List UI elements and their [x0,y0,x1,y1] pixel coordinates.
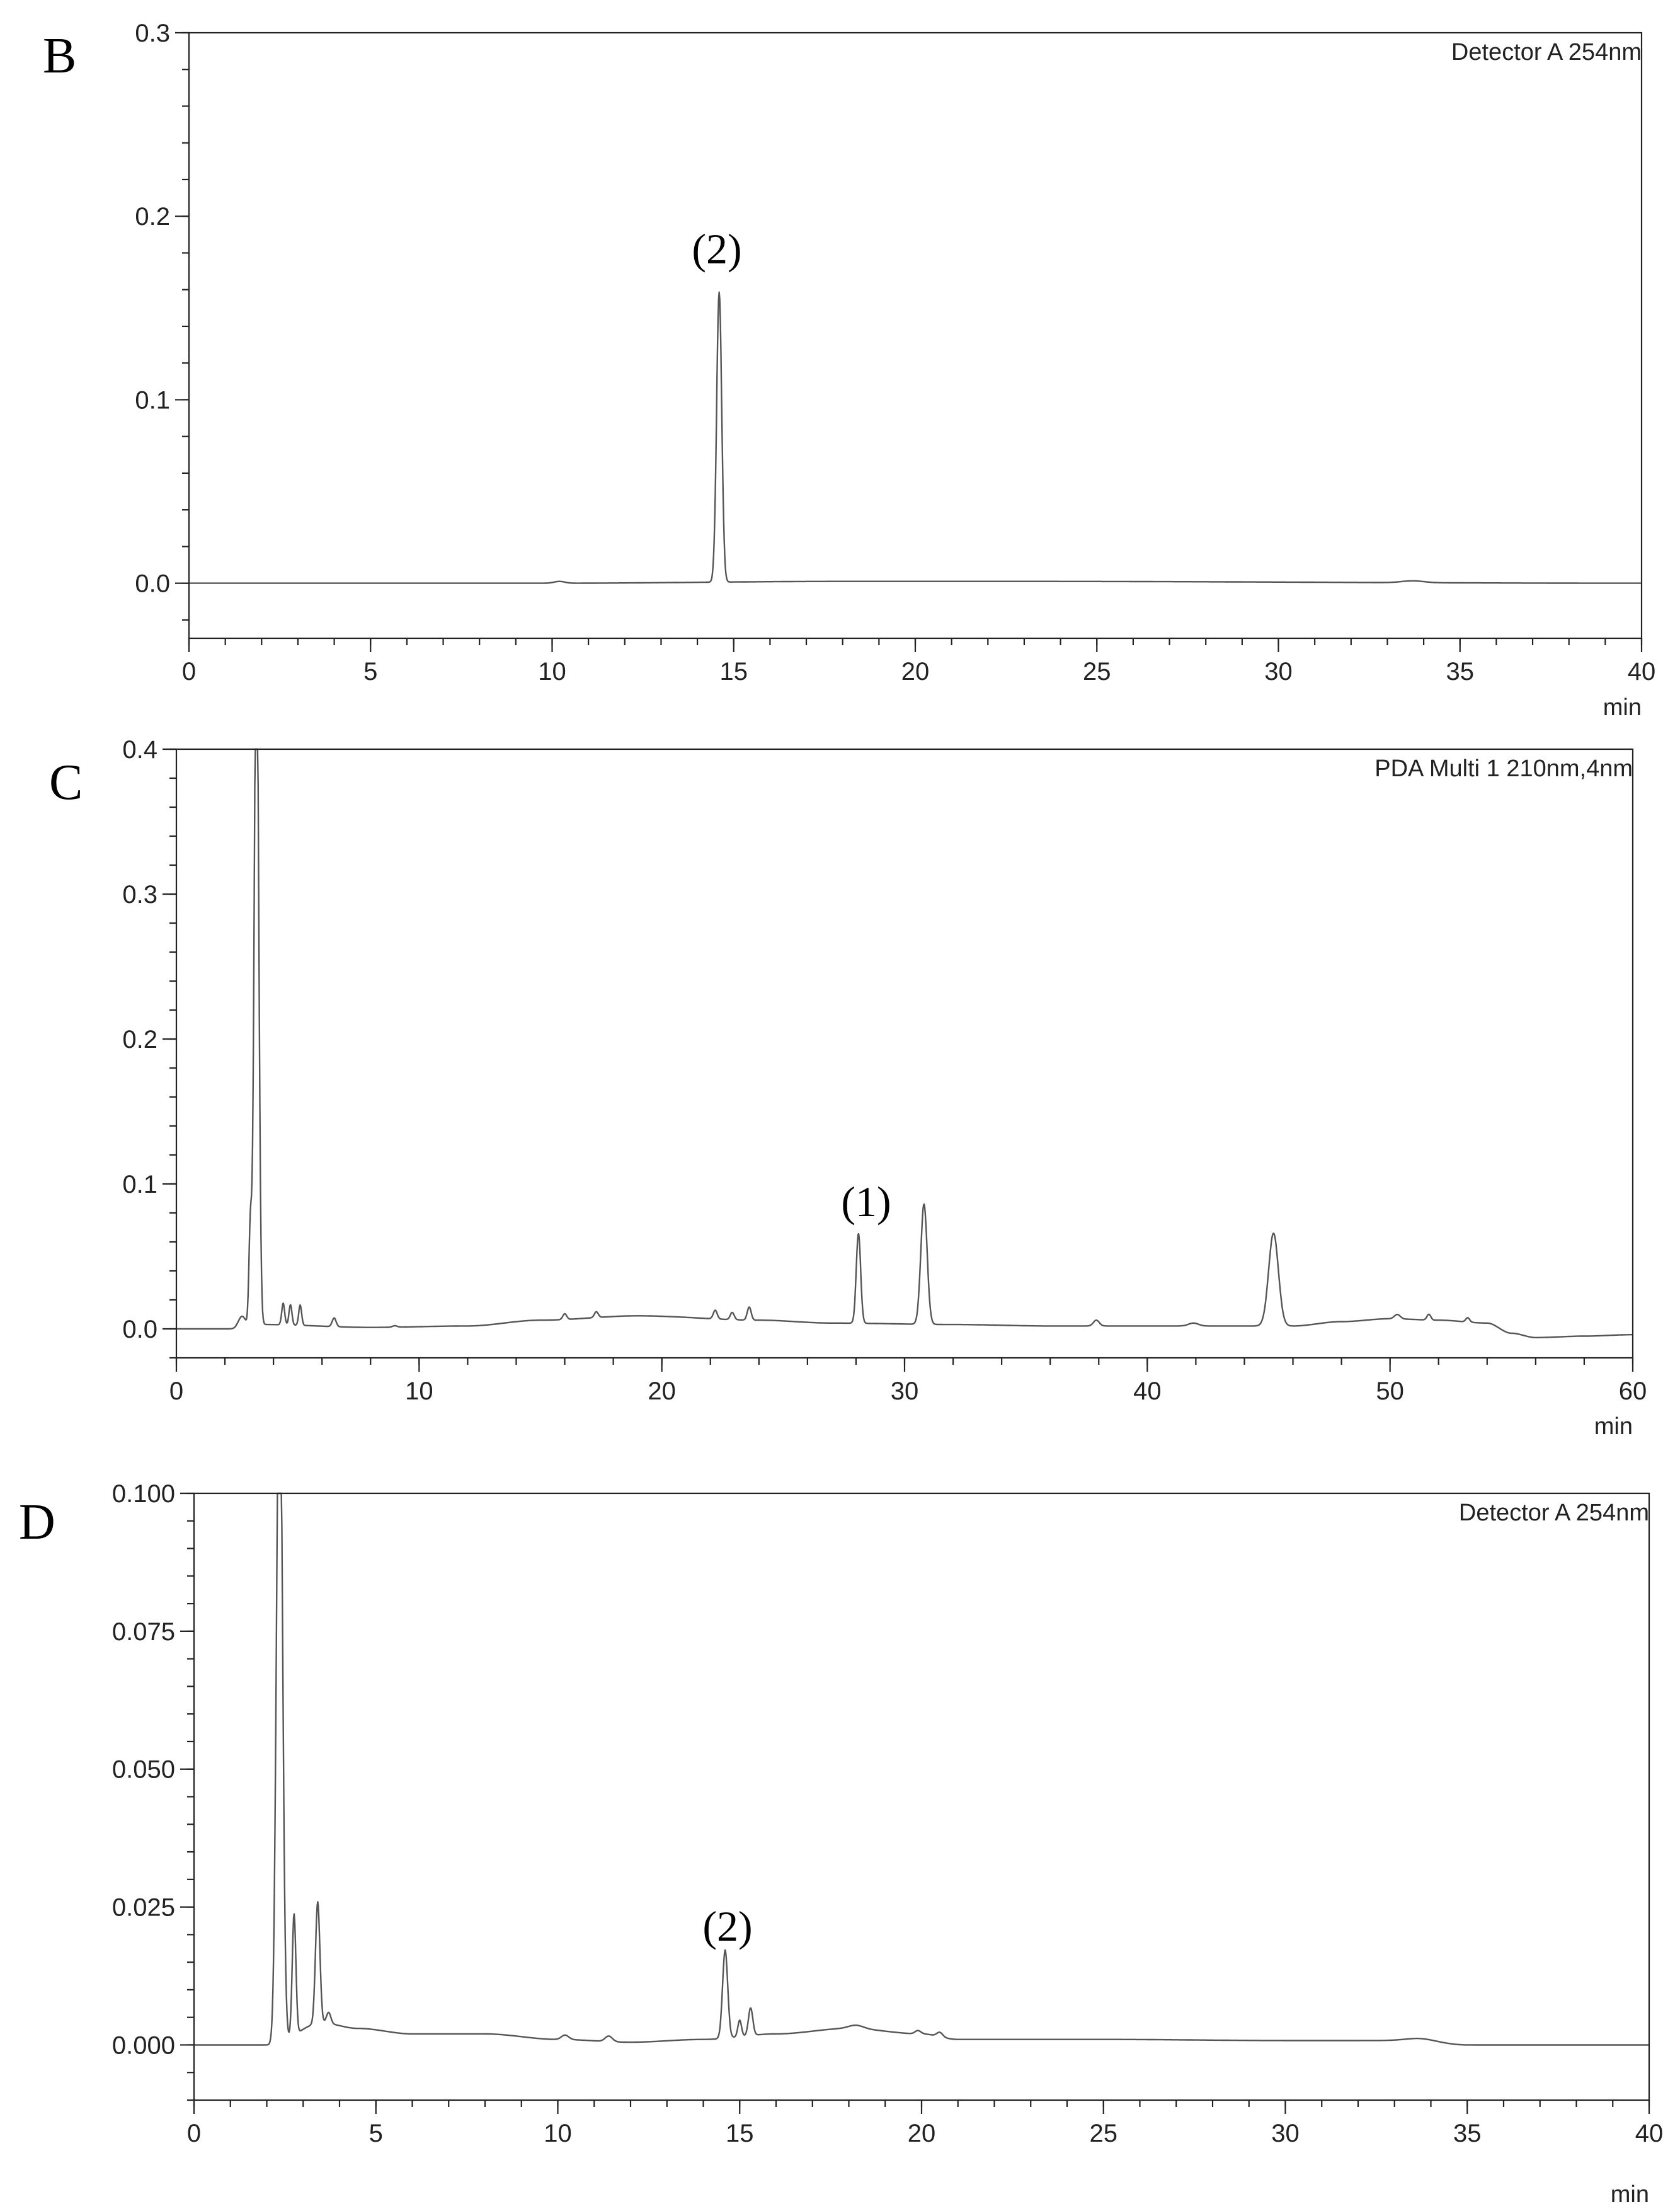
x-tick-label: 50 [1376,1377,1404,1405]
y-tick-label: 0.050 [112,1756,175,1784]
detector-label: PDA Multi 1 210nm,4nm [1374,755,1633,782]
panel-c: C PDA Multi 1 210nm,4nm min (1) 0 10 20 30 4… [49,736,1647,1440]
x-tick-label: 40 [1628,658,1656,686]
x-tick-label: 10 [544,2120,572,2147]
detector-label: Detector A 254nm [1459,1500,1649,1526]
panel-letter: C [49,755,83,810]
x-tick-label: 5 [363,658,377,686]
x-tick-label: 15 [726,2120,754,2147]
x-tick-label: 20 [901,658,930,686]
y-tick-label: 0.3 [135,20,170,47]
peak-annotation: (2) [702,1902,752,1950]
y-tick-label: 0.0 [122,1316,157,1343]
y-tick-label: 0.075 [112,1618,175,1646]
x-tick-label: 25 [1083,658,1111,686]
panel-letter: B [43,28,76,84]
detector-label: Detector A 254nm [1451,39,1642,66]
chromatogram-trace [193,1492,1650,2046]
plot-frame [188,32,1643,640]
x-axis-unit: min [1594,1413,1633,1440]
y-tick-label: 0.000 [112,2031,175,2059]
x-tick-label: 10 [538,658,566,686]
x-tick-label: 30 [891,1377,919,1405]
x-tick-label: 35 [1453,2120,1482,2147]
x-tick-label: 20 [648,1377,676,1405]
x-tick-label: 35 [1446,658,1475,686]
plot-frame [193,1492,1650,2101]
x-tick-label: 0 [187,2120,201,2147]
axis-ticks: 0 5 10 15 20 25 30 35 40 0.0 0.1 0.2 0.3 [135,20,1655,686]
panel-d: D Detector A 254nm min (2) 0 5 10 15 20 25 30 3… [19,1480,1663,2208]
x-tick-label: 10 [405,1377,433,1405]
y-tick-label: 0.1 [122,1171,157,1198]
y-tick-label: 0.2 [135,203,170,231]
y-tick-label: 0.3 [122,881,157,909]
y-tick-label: 0.100 [112,1480,175,1508]
panel-letter: D [19,1495,55,1550]
x-axis-unit: min [1603,694,1642,721]
y-tick-label: 0.0 [135,570,170,598]
x-tick-label: 5 [369,2120,383,2147]
x-tick-label: 30 [1271,2120,1300,2147]
chromatogram-trace [188,291,1642,584]
y-tick-label: 0.4 [122,736,157,764]
x-tick-label: 0 [182,658,196,686]
panel-b: B Detector A 254nm min (2) 0 5 10 15 20 25 30 3… [43,20,1655,721]
peak-annotation: (1) [841,1178,891,1226]
x-axis-unit: min [1611,2181,1649,2208]
y-tick-label: 0.1 [135,386,170,414]
x-tick-label: 15 [720,658,748,686]
y-tick-label: 0.2 [122,1026,157,1054]
plot-frame [175,748,1634,1359]
x-tick-label: 40 [1635,2120,1664,2147]
x-tick-label: 25 [1090,2120,1118,2147]
x-tick-label: 0 [169,1377,183,1405]
peak-annotation: (2) [692,225,741,273]
x-tick-label: 40 [1133,1377,1162,1405]
x-tick-label: 60 [1619,1377,1647,1405]
chromatogram-trace [176,748,1633,1338]
axis-ticks: 0 5 10 15 20 25 30 35 40 0.000 0.025 0.050 0.075 0.10… [112,1480,1663,2147]
axis-ticks: 0 10 20 30 40 50 60 0.0 0.1 0.2 0.3 0.4 [122,736,1647,1405]
x-tick-label: 20 [908,2120,936,2147]
x-tick-label: 30 [1264,658,1293,686]
y-tick-label: 0.025 [112,1894,175,1922]
